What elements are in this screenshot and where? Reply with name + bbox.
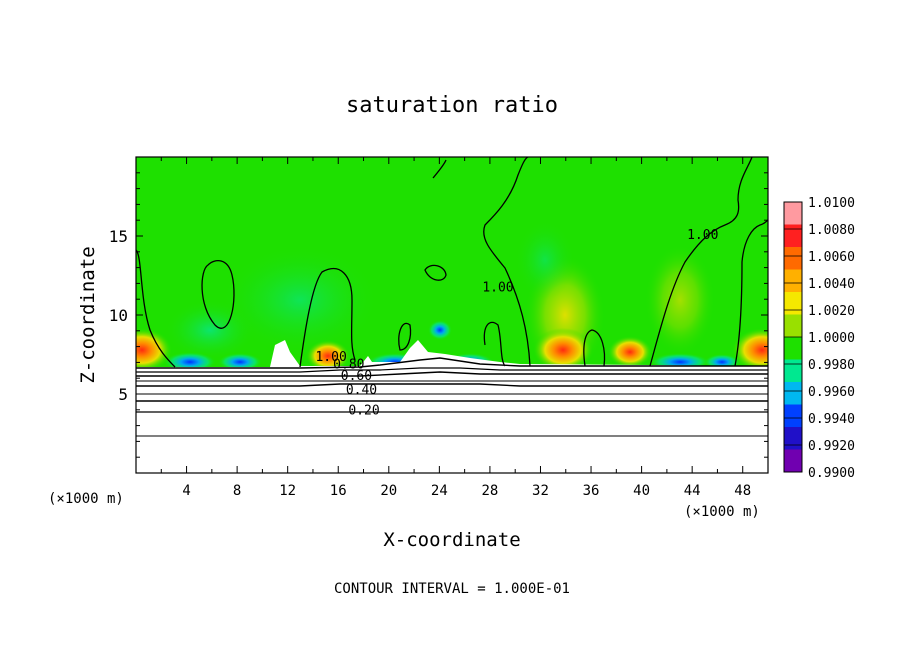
y-axis: 5 10 15 — [109, 172, 768, 458]
x-tick-label: 44 — [684, 483, 701, 499]
contours-100 — [136, 157, 768, 368]
colorbar-label: 1.0060 — [808, 250, 855, 265]
x-tick-label: 48 — [734, 483, 751, 499]
colorbar-swatch — [784, 449, 802, 473]
x-unit-right: (×1000 m) — [684, 504, 760, 520]
x-tick-label: 8 — [233, 483, 241, 499]
subsaturated-layer — [136, 340, 768, 473]
hotspot — [608, 336, 652, 368]
x-tick-label: 12 — [279, 483, 296, 499]
cool-region — [165, 300, 255, 360]
colorbar-swatch — [784, 224, 802, 248]
contours-lower — [136, 357, 768, 437]
colorbar-swatch — [784, 247, 802, 270]
colorbar-swatch — [784, 292, 802, 315]
colorbar-swatch — [784, 269, 802, 293]
colorbar-label: 0.9940 — [808, 412, 855, 427]
colorbar-label: 0.9980 — [808, 358, 855, 373]
plot-area — [136, 157, 768, 473]
contour-label: 1.00 — [482, 280, 513, 295]
contour-labels: 1.001.001.000.800.600.400.20 — [315, 228, 718, 419]
hotspot — [533, 328, 593, 372]
hotspot — [732, 328, 768, 372]
colorbar-label: 0.9960 — [808, 385, 855, 400]
x-unit-left: (×1000 m) — [48, 491, 124, 507]
contour-label: 0.60 — [341, 369, 372, 384]
x-tick-label: 20 — [380, 483, 397, 499]
colorbar-label: 1.0000 — [808, 331, 855, 346]
colorbar-label: 0.9920 — [808, 439, 855, 454]
colorbar: 1.0100 1.0080 1.0060 1.0040 1.0020 1.0000 0.99… — [783, 196, 855, 481]
colorbar-label: 1.0100 — [808, 196, 855, 211]
x-tick-label: 16 — [330, 483, 347, 499]
cool-spot — [428, 320, 452, 340]
x-tick-label: 36 — [583, 483, 600, 499]
x-tick-label: 24 — [431, 483, 448, 499]
colorbar-swatch — [784, 337, 802, 360]
x-tick-label: 32 — [532, 483, 549, 499]
cool-spot — [218, 353, 262, 371]
y-tick-label: 5 — [118, 385, 128, 404]
colorbar-swatch — [784, 382, 802, 405]
y-axis-label: Z-coordinate — [77, 246, 99, 383]
colorbar-swatch — [784, 202, 802, 225]
contour-label: 1.00 — [315, 350, 346, 365]
cool-region — [220, 245, 380, 355]
contour-label: 1.00 — [687, 228, 718, 243]
colorbar-swatch — [784, 404, 802, 428]
contour-label: 0.40 — [346, 383, 377, 398]
hotspot — [306, 340, 350, 372]
contour-label: 0.20 — [348, 404, 379, 419]
colorbar-swatch — [784, 427, 802, 450]
chart-title: saturation ratio — [346, 93, 558, 118]
x-tick-label: 28 — [481, 483, 498, 499]
y-tick-label: 15 — [109, 227, 128, 246]
x-axis: 4 8 12 16 20 24 28 32 36 40 44 48 — [160, 157, 751, 499]
x-axis-label: X-coordinate — [383, 529, 520, 551]
x-tick-label: 40 — [633, 483, 650, 499]
contour-interval-note: CONTOUR INTERVAL = 1.000E-01 — [334, 581, 570, 597]
y-tick-label: 10 — [109, 306, 128, 325]
colorbar-label: 0.9900 — [808, 466, 855, 481]
colorbar-label: 1.0080 — [808, 223, 855, 238]
contour-label: 0.80 — [333, 358, 364, 373]
warm-region — [645, 245, 715, 355]
hotspot — [136, 328, 172, 372]
colorbar-label: 1.0020 — [808, 304, 855, 319]
colorbar-label: 1.0040 — [808, 277, 855, 292]
x-tick-label: 4 — [182, 483, 190, 499]
warm-region — [515, 220, 575, 300]
colorbar-swatch — [784, 359, 802, 383]
colorbar-swatch — [784, 314, 802, 338]
